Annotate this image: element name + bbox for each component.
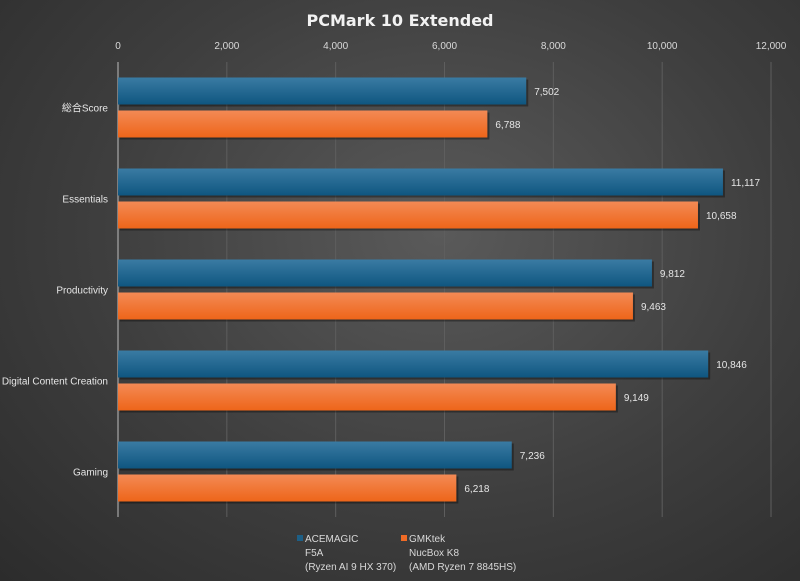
- chart-title: PCMark 10 Extended: [306, 11, 493, 30]
- legend-label: (AMD Ryzen 7 8845HS): [409, 562, 516, 573]
- legend-label: F5A: [305, 548, 324, 559]
- data-label: 7,236: [520, 451, 545, 462]
- bar: [118, 350, 709, 378]
- data-label: 10,658: [706, 211, 737, 222]
- bar: [118, 259, 652, 287]
- data-label: 10,846: [716, 360, 747, 371]
- data-label: 9,149: [624, 393, 649, 404]
- x-tick-label: 4,000: [323, 41, 348, 52]
- legend-label: GMKtek: [409, 534, 446, 545]
- bar: [118, 474, 457, 502]
- data-label: 9,812: [660, 269, 685, 280]
- bar: [118, 383, 616, 411]
- x-tick-label: 0: [115, 41, 121, 52]
- category-label: Digital Content Creation: [2, 377, 108, 388]
- bar: [118, 201, 698, 229]
- bar: [118, 168, 723, 196]
- bar: [118, 441, 512, 469]
- data-label: 6,218: [464, 484, 489, 495]
- data-label: 9,463: [641, 302, 666, 313]
- bar: [118, 77, 527, 105]
- x-tick-label: 10,000: [647, 41, 678, 52]
- legend-label: (Ryzen AI 9 HX 370): [305, 562, 396, 573]
- x-tick-label: 2,000: [214, 41, 239, 52]
- category-label: Essentials: [62, 195, 108, 206]
- category-label: Productivity: [56, 286, 108, 297]
- legend-label: ACEMAGIC: [305, 534, 358, 545]
- data-label: 11,117: [731, 178, 761, 189]
- bar: [118, 110, 488, 138]
- bar: [118, 292, 633, 320]
- category-label: 総合Score: [62, 102, 109, 115]
- x-tick-label: 8,000: [541, 41, 566, 52]
- legend-swatch: [297, 535, 303, 541]
- legend-swatch: [401, 535, 407, 541]
- category-label: Gaming: [73, 468, 108, 479]
- x-tick-label: 6,000: [432, 41, 457, 52]
- data-label: 7,502: [534, 87, 559, 98]
- x-tick-label: 12,000: [756, 41, 787, 52]
- legend-label: NucBox K8: [409, 548, 459, 559]
- data-label: 6,788: [495, 120, 520, 131]
